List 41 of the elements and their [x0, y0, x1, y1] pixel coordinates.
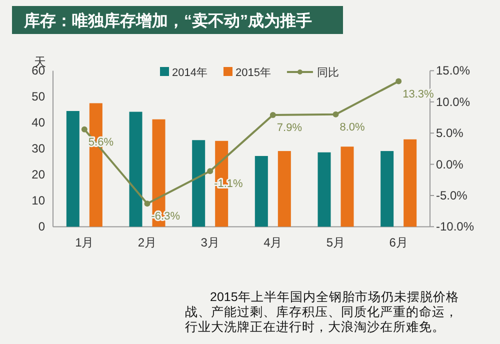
- legend-label: 2015年: [235, 67, 271, 79]
- bar: [66, 111, 80, 227]
- x-tick-label: 3月: [200, 236, 220, 250]
- x-tick-label: 4月: [264, 236, 282, 250]
- y-tick-label: 0: [38, 220, 46, 234]
- data-label: 5.6%: [88, 136, 114, 148]
- legend-label: 2014年: [172, 67, 208, 79]
- y-tick-label: 40: [32, 116, 46, 130]
- bar: [129, 112, 142, 227]
- chart-title: 库存：唯独库存增加，“卖不动”成为推手: [23, 12, 312, 30]
- data-label: 7.9%: [276, 122, 302, 134]
- x-tick-label: 6月: [389, 236, 408, 250]
- y-tick-label: 20: [32, 168, 46, 182]
- point: [81, 126, 88, 132]
- y-tick-label: 10: [32, 194, 46, 208]
- y2-tick-label: 10.0%: [436, 94, 470, 109]
- point: [270, 112, 276, 118]
- point: [144, 200, 150, 207]
- bar: [404, 139, 417, 227]
- bar: [192, 140, 206, 227]
- y-tick-label: 50: [32, 90, 46, 104]
- bar: [318, 152, 331, 227]
- y2-tick-label: 15.0%: [436, 64, 470, 78]
- point: [396, 78, 402, 84]
- bar: [340, 146, 354, 227]
- y2-tick-label: -5.0%: [436, 188, 468, 202]
- y-tick-label: 30: [32, 142, 46, 156]
- y2-tick-label: 0.0%: [436, 157, 464, 172]
- point: [332, 111, 339, 118]
- data-label: 8.0%: [340, 121, 366, 134]
- y2-tick-label: 5.0%: [436, 126, 464, 140]
- x-tick-label: 2月: [138, 236, 157, 250]
- y2-tick-label: -10.0%: [436, 220, 474, 234]
- bar: [380, 151, 394, 227]
- point: [207, 168, 214, 174]
- bar: [254, 156, 268, 227]
- x-tick-label: 5月: [326, 236, 346, 250]
- legend-label: 同比: [316, 66, 339, 79]
- bar: [278, 151, 291, 227]
- text: 2015年上半年国内全钢胎市场仍未摆脱价格战、产能过剩、库存积压、同质化严重的命运，行业大洗牌正在进行时，大浪淘沙在所难免。: [185, 290, 460, 335]
- x-tick-label: 1月: [75, 236, 94, 250]
